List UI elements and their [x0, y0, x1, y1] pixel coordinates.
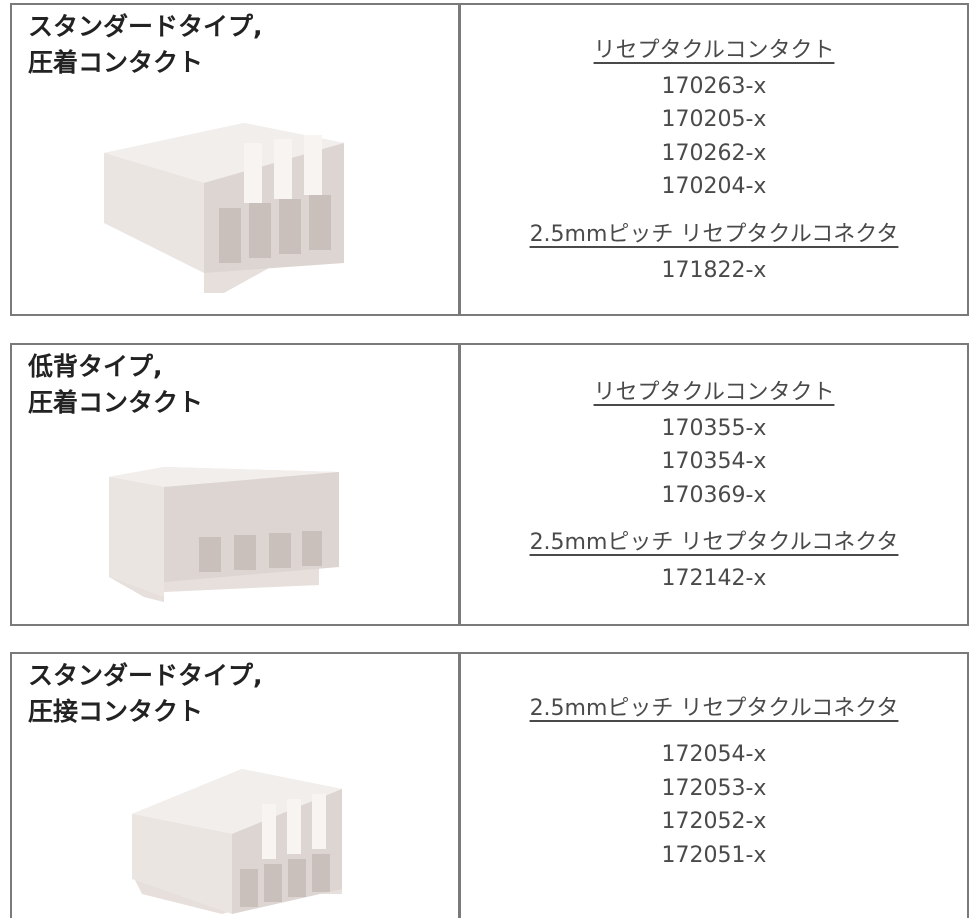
title-line: スタンダードタイプ,	[28, 12, 263, 41]
part-number: 170204-x	[661, 174, 767, 200]
section: リセプタクルコンタクト 170355-x 170354-x 170369-x	[594, 374, 835, 513]
part-number: 172052-x	[661, 809, 767, 834]
left-cell: スタンダードタイプ, 圧接コンタクト	[12, 654, 461, 918]
connector-image	[104, 123, 344, 293]
part-number: 172054-x	[661, 742, 767, 767]
section: 2.5mmピッチ リセプタクルコネクタ 172142-x	[530, 524, 899, 596]
section: リセプタクルコンタクト 170263-x 170205-x 170262-x 17020…	[594, 32, 835, 204]
part-number: 171822-x	[661, 257, 767, 283]
right-cell: リセプタクルコンタクト 170263-x 170205-x 170262-x 17020…	[461, 5, 967, 314]
left-cell: スタンダードタイプ, 圧着コンタクト	[12, 5, 461, 314]
right-cell: 2.5mmピッチ リセプタクルコネクタ 172054-x 172053-x 17205…	[461, 654, 967, 918]
part-number: 170354-x	[661, 449, 767, 474]
title-line: スタンダードタイプ,	[28, 661, 263, 690]
part-number: 172051-x	[661, 842, 767, 868]
connector-image	[132, 769, 342, 914]
part-number: 170205-x	[661, 107, 767, 133]
panel: スタンダードタイプ, 圧接コンタクト 2.5mmピッチ リセプタクルコネクタ 17…	[10, 652, 969, 918]
section-heading: 2.5mmピッチ リセプタクルコネクタ	[529, 696, 899, 721]
section: 2.5mmピッチ リセプタクルコネクタ 171822-x	[530, 216, 899, 288]
panel: スタンダードタイプ, 圧着コンタクト リセプタクルコンタクト 170263-x 17…	[10, 3, 969, 316]
title-line: 低背タイプ,	[28, 352, 163, 381]
connector-image	[109, 467, 339, 602]
left-cell: 低背タイプ, 圧着コンタクト	[12, 345, 461, 624]
part-number: 172142-x	[661, 566, 767, 591]
section-heading: 2.5mmピッチ リセプタクルコネクタ	[529, 221, 899, 247]
part-number: 170355-x	[661, 415, 767, 441]
part-number: 172053-x	[661, 775, 767, 801]
title-line: 圧着コンタクト	[28, 48, 204, 77]
section-heading: リセプタクルコンタクト	[593, 379, 835, 405]
panel: 低背タイプ, 圧着コンタクト リセプタクルコンタクト 170355-x 170354…	[10, 343, 969, 626]
section-heading: 2.5mmピッチ リセプタクルコネクタ	[529, 530, 899, 555]
part-number: 170263-x	[661, 73, 767, 99]
title: スタンダードタイプ, 圧接コンタクト	[28, 658, 263, 730]
title: 低背タイプ, 圧着コンタクト	[28, 349, 203, 421]
section-heading: リセプタクルコンタクト	[593, 37, 835, 63]
title-line: 圧接コンタクト	[28, 697, 204, 726]
part-number: 170262-x	[661, 140, 767, 166]
part-number: 170369-x	[661, 482, 767, 508]
title-line: 圧着コンタクト	[28, 388, 204, 417]
right-cell: リセプタクルコンタクト 170355-x 170354-x 170369-x 2.5mm…	[461, 345, 967, 624]
title: スタンダードタイプ, 圧着コンタクト	[28, 9, 263, 81]
section: 2.5mmピッチ リセプタクルコネクタ 172054-x 172053-x 17205…	[530, 690, 899, 872]
